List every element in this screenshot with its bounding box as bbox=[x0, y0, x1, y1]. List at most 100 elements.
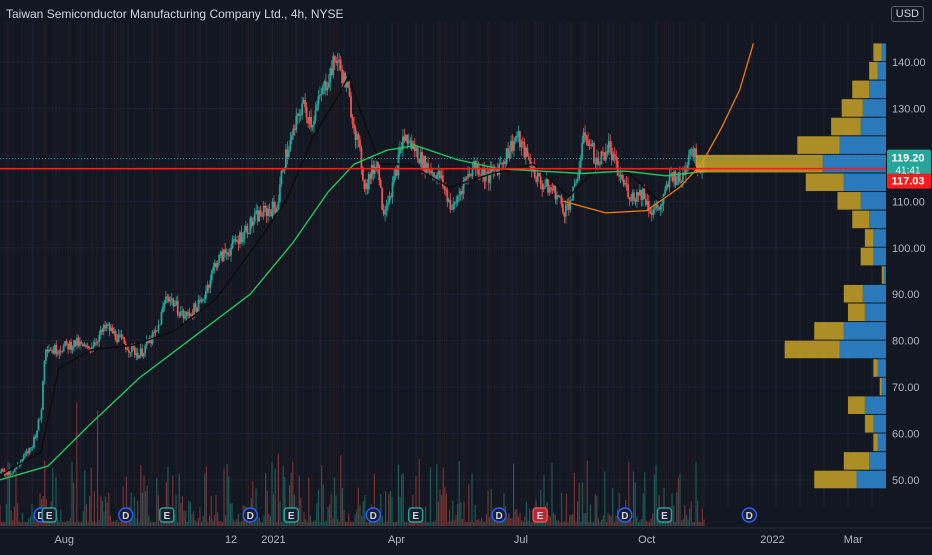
candle-body bbox=[237, 240, 240, 245]
earnings-marker[interactable] bbox=[407, 507, 424, 523]
candle-body bbox=[5, 473, 7, 475]
candle-body bbox=[665, 184, 668, 191]
candle-body bbox=[71, 347, 74, 351]
candle-body bbox=[409, 140, 412, 143]
candle-body bbox=[267, 209, 270, 217]
candle-body bbox=[470, 175, 472, 177]
candle-body bbox=[299, 114, 302, 116]
candle-body bbox=[490, 168, 493, 172]
candle-body bbox=[382, 209, 385, 215]
candle-body bbox=[504, 161, 506, 164]
candle-body bbox=[261, 215, 264, 217]
candle-body bbox=[87, 346, 90, 349]
dividend-marker[interactable] bbox=[741, 507, 757, 523]
earnings-marker[interactable] bbox=[532, 507, 548, 523]
candle-body bbox=[628, 197, 631, 200]
candle-body bbox=[551, 188, 554, 191]
symbol-title[interactable]: Taiwan Semiconductor Manufacturing Compa… bbox=[6, 7, 344, 21]
candle-body bbox=[690, 149, 693, 150]
candle-body bbox=[677, 172, 680, 182]
candle-body bbox=[102, 325, 105, 332]
candle-body bbox=[361, 169, 364, 180]
earnings-marker[interactable] bbox=[159, 507, 175, 523]
candle-body bbox=[447, 199, 450, 202]
volume-profile-sell bbox=[843, 452, 870, 470]
candle-body bbox=[378, 161, 381, 181]
candle-body bbox=[641, 188, 644, 200]
earnings-marker[interactable] bbox=[283, 507, 299, 523]
candle-body bbox=[93, 342, 96, 347]
earnings-marker[interactable] bbox=[41, 507, 57, 523]
candle-body bbox=[286, 149, 289, 157]
candle-body bbox=[164, 296, 167, 303]
marker-label: E bbox=[288, 511, 295, 522]
candle-body bbox=[379, 180, 382, 188]
candle-body bbox=[194, 303, 197, 308]
candle-body bbox=[556, 195, 558, 200]
candle-body bbox=[92, 346, 95, 348]
candle-body bbox=[74, 340, 77, 346]
candle-body bbox=[360, 148, 363, 170]
candle-body bbox=[37, 419, 40, 431]
candle-body bbox=[612, 154, 615, 160]
volume-profile-sell bbox=[873, 359, 878, 377]
dividend-marker[interactable] bbox=[491, 507, 507, 523]
candle-body bbox=[492, 168, 495, 172]
candle-body bbox=[594, 162, 597, 165]
y-tick-label: 140.00 bbox=[892, 57, 926, 69]
volume-profile-sell bbox=[860, 247, 874, 266]
candle-body bbox=[52, 349, 55, 354]
candle-body bbox=[659, 205, 662, 210]
candle-body bbox=[649, 211, 652, 214]
marker-label: E bbox=[412, 511, 419, 522]
volume-profile-sell bbox=[848, 396, 865, 414]
candle-body bbox=[370, 164, 373, 179]
candle-body bbox=[587, 140, 589, 146]
candle-body bbox=[116, 339, 118, 343]
candle-body bbox=[231, 239, 234, 248]
candle-body bbox=[391, 182, 394, 198]
candle-body bbox=[274, 207, 277, 213]
candle-body bbox=[234, 239, 237, 242]
candle-body bbox=[536, 173, 539, 182]
currency-selector[interactable]: USD bbox=[890, 6, 924, 22]
candle-body bbox=[133, 347, 136, 356]
candle-body bbox=[511, 140, 514, 151]
candle-body bbox=[193, 303, 195, 316]
volume-profile-buy bbox=[864, 303, 886, 322]
candle-body bbox=[265, 207, 268, 217]
earnings-marker[interactable] bbox=[656, 507, 673, 523]
dividend-marker[interactable] bbox=[242, 507, 258, 523]
candle-body bbox=[96, 341, 99, 343]
candle-body bbox=[364, 183, 367, 189]
volume-profile-sell bbox=[784, 340, 840, 359]
candle-body bbox=[505, 148, 508, 164]
dividend-marker[interactable] bbox=[617, 507, 633, 523]
candle-body bbox=[585, 135, 588, 141]
volume-profile-sell bbox=[848, 303, 865, 322]
dividend-marker[interactable] bbox=[365, 507, 381, 523]
candle-body bbox=[366, 183, 369, 190]
volume-profile-sell bbox=[797, 136, 840, 154]
candle-body bbox=[253, 213, 256, 222]
candle-body bbox=[330, 68, 333, 75]
candle-body bbox=[381, 187, 384, 210]
candle-body bbox=[58, 350, 61, 354]
candle-body bbox=[12, 471, 15, 474]
candle-body bbox=[287, 150, 290, 157]
dividend-marker[interactable] bbox=[118, 507, 134, 523]
candle-body bbox=[320, 94, 323, 96]
candle-body bbox=[301, 103, 304, 115]
candle-body bbox=[209, 280, 212, 288]
candle-body bbox=[673, 171, 675, 182]
candle-body bbox=[136, 353, 139, 359]
candle-body bbox=[647, 200, 650, 212]
candle-body bbox=[601, 151, 604, 153]
candle-body bbox=[73, 340, 75, 348]
candle-body bbox=[323, 81, 326, 87]
candle-body bbox=[354, 128, 357, 140]
candle-body bbox=[317, 96, 320, 105]
candle-body bbox=[135, 353, 138, 356]
